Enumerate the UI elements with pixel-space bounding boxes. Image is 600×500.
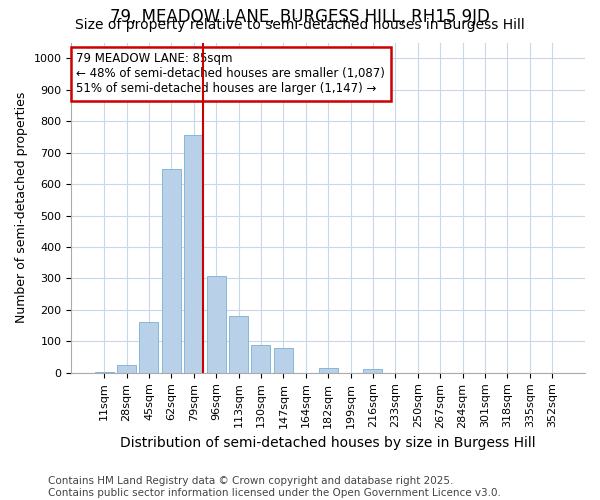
Text: Contains HM Land Registry data © Crown copyright and database right 2025.
Contai: Contains HM Land Registry data © Crown c… xyxy=(48,476,501,498)
Text: 79, MEADOW LANE, BURGESS HILL, RH15 9JD: 79, MEADOW LANE, BURGESS HILL, RH15 9JD xyxy=(110,8,490,26)
Bar xyxy=(139,322,158,373)
Bar xyxy=(319,368,338,373)
Bar xyxy=(251,344,271,373)
X-axis label: Distribution of semi-detached houses by size in Burgess Hill: Distribution of semi-detached houses by … xyxy=(121,436,536,450)
Text: Size of property relative to semi-detached houses in Burgess Hill: Size of property relative to semi-detach… xyxy=(75,18,525,32)
Bar xyxy=(364,369,382,373)
Bar xyxy=(184,136,203,373)
Text: 79 MEADOW LANE: 85sqm
← 48% of semi-detached houses are smaller (1,087)
51% of s: 79 MEADOW LANE: 85sqm ← 48% of semi-deta… xyxy=(76,52,385,96)
Bar xyxy=(229,316,248,373)
Bar xyxy=(95,372,113,373)
Bar xyxy=(162,169,181,373)
Bar xyxy=(206,276,226,373)
Bar xyxy=(117,365,136,373)
Bar xyxy=(274,348,293,373)
Y-axis label: Number of semi-detached properties: Number of semi-detached properties xyxy=(15,92,28,324)
